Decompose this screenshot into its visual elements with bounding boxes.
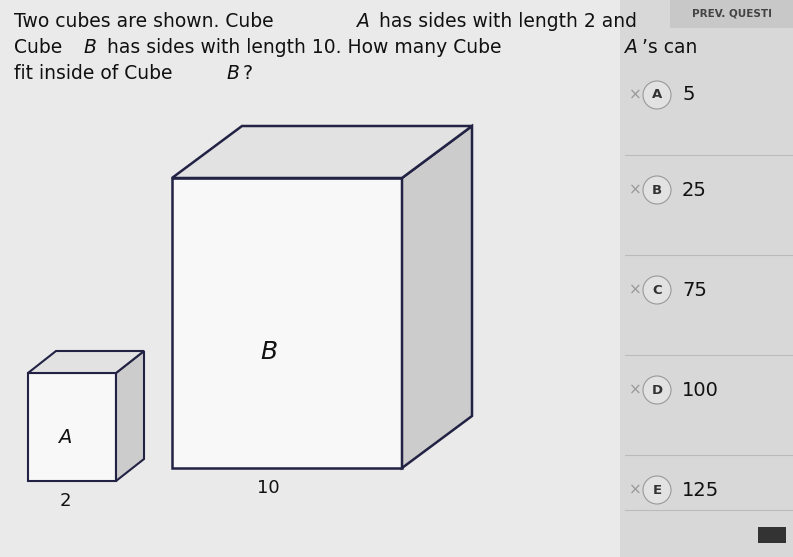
Text: 75: 75	[682, 281, 707, 300]
Text: A: A	[357, 12, 370, 31]
Text: has sides with length 10. How many Cube: has sides with length 10. How many Cube	[101, 38, 507, 57]
Bar	[670, 0, 793, 28]
Text: 125: 125	[682, 481, 719, 500]
Circle shape	[643, 276, 671, 304]
Text: PREV. QUESTI: PREV. QUESTI	[692, 9, 772, 19]
Polygon shape	[116, 351, 144, 481]
Text: ×: ×	[629, 282, 642, 297]
Text: 2: 2	[59, 492, 71, 510]
Text: Two cubes are shown. Cube: Two cubes are shown. Cube	[14, 12, 280, 31]
Text: 25: 25	[682, 180, 707, 199]
Text: A: A	[58, 428, 71, 447]
Bar	[758, 527, 786, 543]
Text: fit inside of Cube: fit inside of Cube	[14, 64, 178, 83]
Text: E: E	[653, 483, 661, 496]
Text: B: B	[226, 64, 239, 83]
Text: has sides with length 2 and: has sides with length 2 and	[374, 12, 638, 31]
Text: B: B	[260, 340, 278, 364]
Polygon shape	[172, 178, 402, 468]
Bar	[620, 0, 793, 557]
Circle shape	[643, 81, 671, 109]
Circle shape	[643, 376, 671, 404]
Text: 100: 100	[682, 380, 719, 399]
Text: D: D	[651, 384, 663, 397]
Bar	[0, 0, 620, 557]
Polygon shape	[172, 126, 472, 178]
Text: 10: 10	[257, 479, 280, 497]
Text: ×: ×	[629, 482, 642, 497]
Circle shape	[643, 476, 671, 504]
Text: ?: ?	[243, 64, 253, 83]
Text: ×: ×	[629, 383, 642, 398]
Circle shape	[643, 176, 671, 204]
Polygon shape	[402, 126, 472, 468]
Text: A: A	[625, 38, 638, 57]
Polygon shape	[28, 373, 116, 481]
Text: B: B	[84, 38, 97, 57]
Text: ×: ×	[629, 183, 642, 198]
Text: ×: ×	[629, 87, 642, 102]
Text: B: B	[652, 183, 662, 197]
Text: ’s can: ’s can	[642, 38, 697, 57]
Text: A: A	[652, 89, 662, 101]
Text: 5: 5	[682, 86, 695, 105]
Text: C: C	[652, 284, 662, 296]
Polygon shape	[28, 351, 144, 373]
Text: Cube: Cube	[14, 38, 68, 57]
